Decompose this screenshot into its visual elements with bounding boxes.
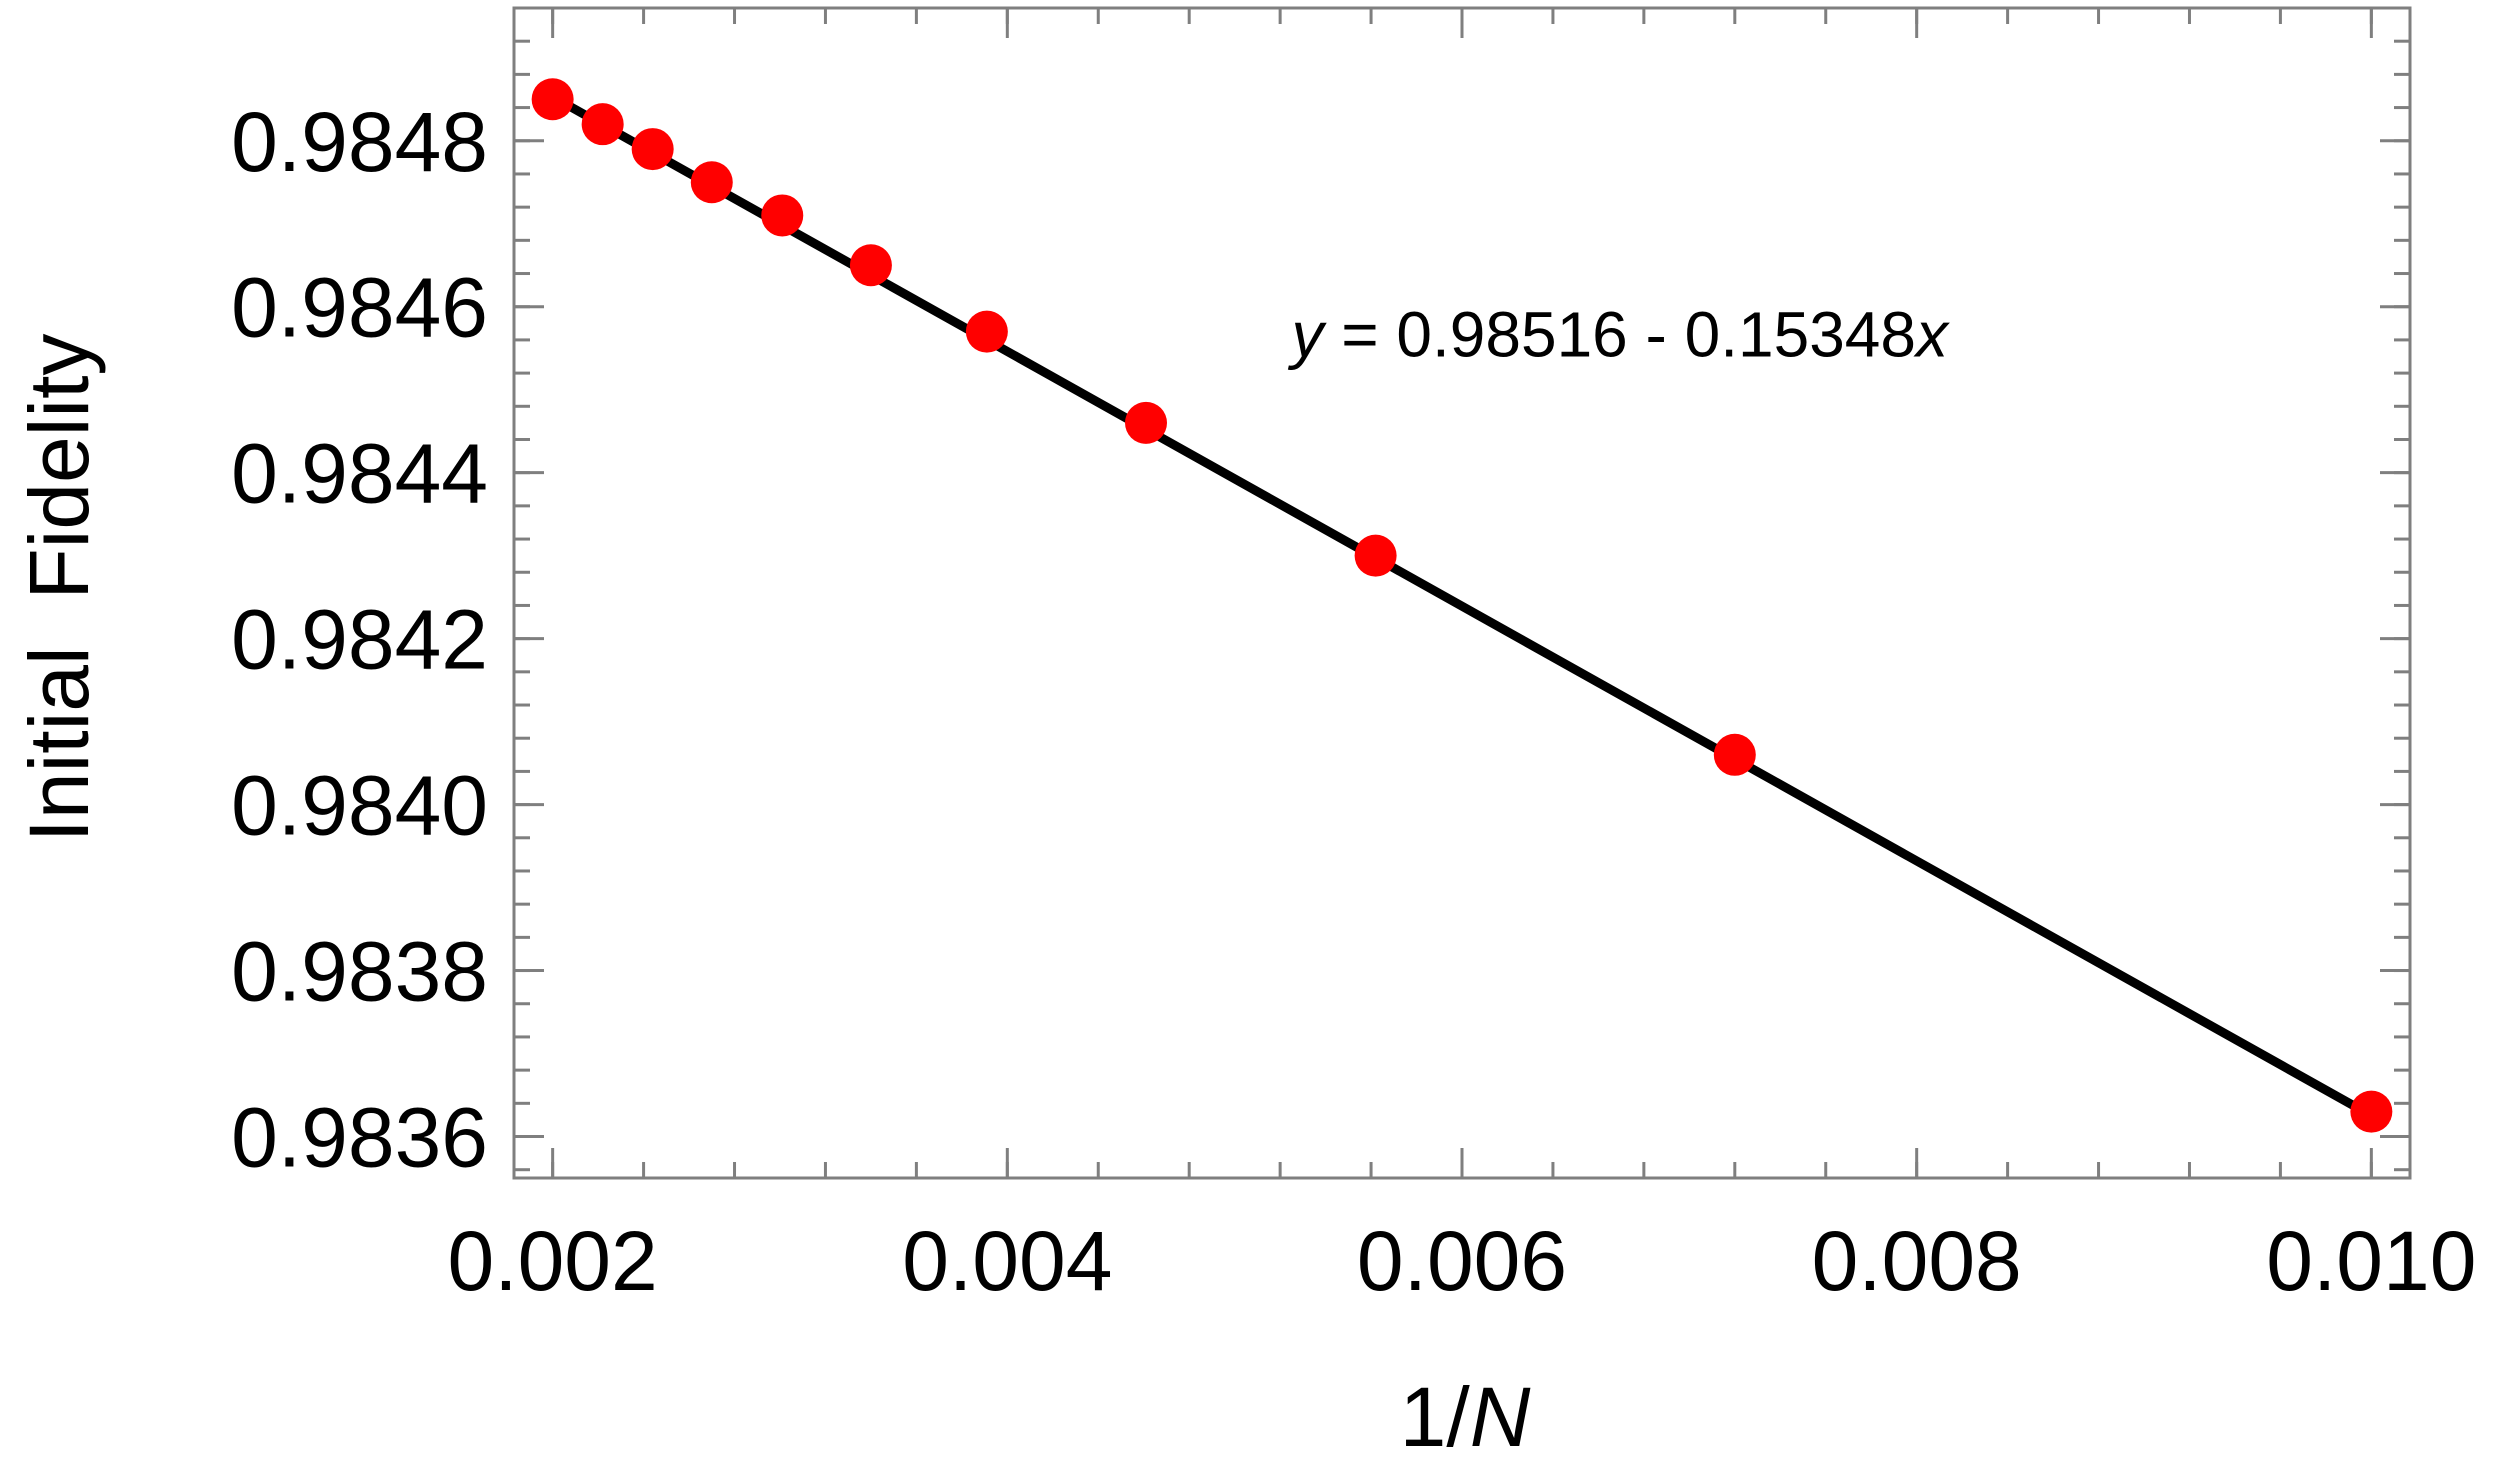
data-point — [849, 244, 892, 287]
data-point — [965, 310, 1008, 353]
fit-equation-body: = 0.98516 - 0.15348 — [1323, 299, 1916, 371]
fit-equation: y = 0.98516 - 0.15348x — [1287, 299, 1950, 371]
y-tick-labels: 0.9836 0.9838 0.9840 0.9842 0.9844 0.9846 0.98… — [231, 95, 488, 1185]
x-tick-label: 0.010 — [2266, 1214, 2476, 1308]
y-tick-label: 0.9836 — [231, 1091, 488, 1185]
data-point — [2350, 1090, 2393, 1133]
x-axis-label-var: N — [1470, 1370, 1531, 1464]
data-point — [1354, 534, 1397, 577]
minor-ticks — [514, 8, 2410, 1178]
x-tick-label: 0.006 — [1357, 1214, 1567, 1308]
plot-frame — [512, 6, 2412, 1180]
x-axis-label: 1/N — [1400, 1370, 1531, 1464]
data-point — [1713, 733, 1756, 776]
x-tick-label: 0.008 — [1812, 1214, 2022, 1308]
data-point — [631, 128, 674, 171]
fit-equation-x: x — [1913, 299, 1950, 371]
y-tick-label: 0.9844 — [231, 427, 488, 521]
x-tick-label: 0.004 — [902, 1214, 1112, 1308]
data-point — [761, 194, 804, 237]
data-point — [690, 161, 733, 204]
data-point — [531, 78, 574, 121]
x-tick-labels: 0.002 0.004 0.006 0.008 0.010 — [448, 1214, 2477, 1308]
y-tick-label: 0.9842 — [231, 593, 488, 687]
data-points — [531, 78, 2393, 1133]
y-tick-label: 0.9848 — [231, 95, 488, 189]
y-tick-label: 0.9838 — [231, 925, 488, 1019]
x-tick-label: 0.002 — [448, 1214, 658, 1308]
data-point — [581, 103, 624, 146]
x-axis-label-prefix: 1/ — [1400, 1370, 1471, 1464]
fit-line — [548, 92, 2376, 1121]
y-tick-label: 0.9846 — [231, 261, 488, 355]
y-axis-label: Initial Fidelity — [12, 334, 106, 843]
fit-equation-y: y — [1287, 299, 1327, 371]
major-ticks — [514, 8, 2410, 1178]
y-tick-label: 0.9840 — [231, 759, 488, 853]
data-point — [1125, 401, 1167, 444]
